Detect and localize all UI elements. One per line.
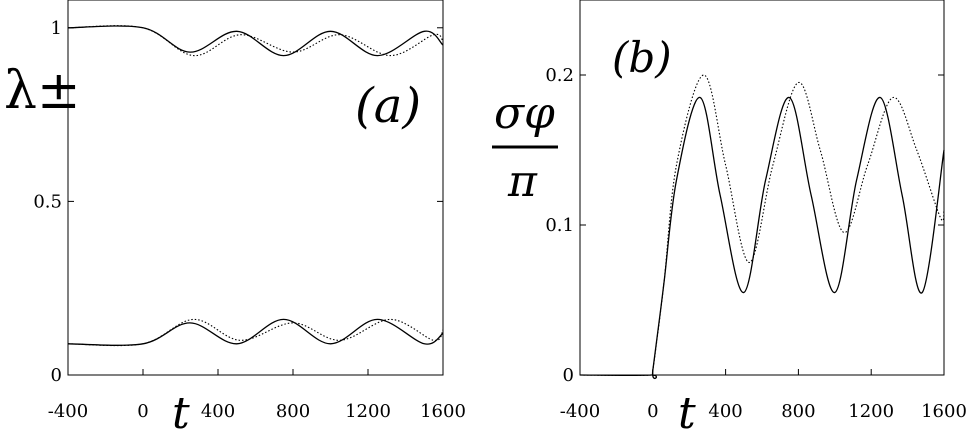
panel-b-xtick-label: 400: [708, 401, 742, 422]
panel-b-series-solid-0: [579, 96, 945, 379]
panel-b-ylabel-numerator: σφ: [494, 88, 555, 139]
panel-a-ytick-label: 0.5: [33, 191, 62, 212]
panel-b-label: (b): [612, 33, 672, 82]
panel-b-xtick-label: -400: [560, 401, 600, 422]
panel-b-xtick-label: 1200: [848, 401, 894, 422]
panel-a-ytick-label: 1: [51, 18, 62, 39]
panel-a-xtick-label: -400: [48, 401, 88, 422]
panel-b-series-dotted-1: [579, 74, 945, 379]
panel-a-xtick-label: 800: [276, 401, 310, 422]
panel-b: -400 0 400 800 1200 1600 0 0.1 0.2 (b) σφ π t: [492, 0, 967, 430]
panel-b-xtick-label: 800: [781, 401, 815, 422]
panel-a-series-solid-0: [67, 25, 444, 57]
panel-a-label: (a): [355, 78, 421, 134]
panel-a-xtick-label: 1200: [345, 401, 391, 422]
panel-a: -400 0 400 800 1200 1600 0 0.5 1 (a) λ± t: [4, 0, 466, 430]
panel-a-ytick-label: 0: [51, 365, 62, 386]
panel-a-series-dotted-3: [67, 318, 444, 347]
panel-b-frame: [579, 0, 945, 376]
panel-a-xlabel: t: [172, 388, 190, 430]
panel-a-frame: [67, 0, 444, 376]
panel-b-ytick-label: 0: [563, 365, 574, 386]
panel-b-xlabel: t: [678, 388, 696, 430]
panel-a-xtick-label: 1600: [420, 401, 466, 422]
panel-b-ylabel-denominator: π: [507, 156, 538, 207]
panel-a-series-solid-2: [67, 318, 444, 346]
panel-b-xtick-label: 0: [647, 401, 658, 422]
panel-a-ylabel: λ±: [4, 61, 81, 121]
panel-a-xtick-label: 0: [137, 401, 148, 422]
panel-b-xtick-label: 1600: [921, 401, 967, 422]
panel-b-ytick-label: 0.2: [545, 65, 574, 86]
panel-a-xtick-label: 400: [201, 401, 235, 422]
panel-b-ytick-label: 0.1: [545, 215, 574, 236]
